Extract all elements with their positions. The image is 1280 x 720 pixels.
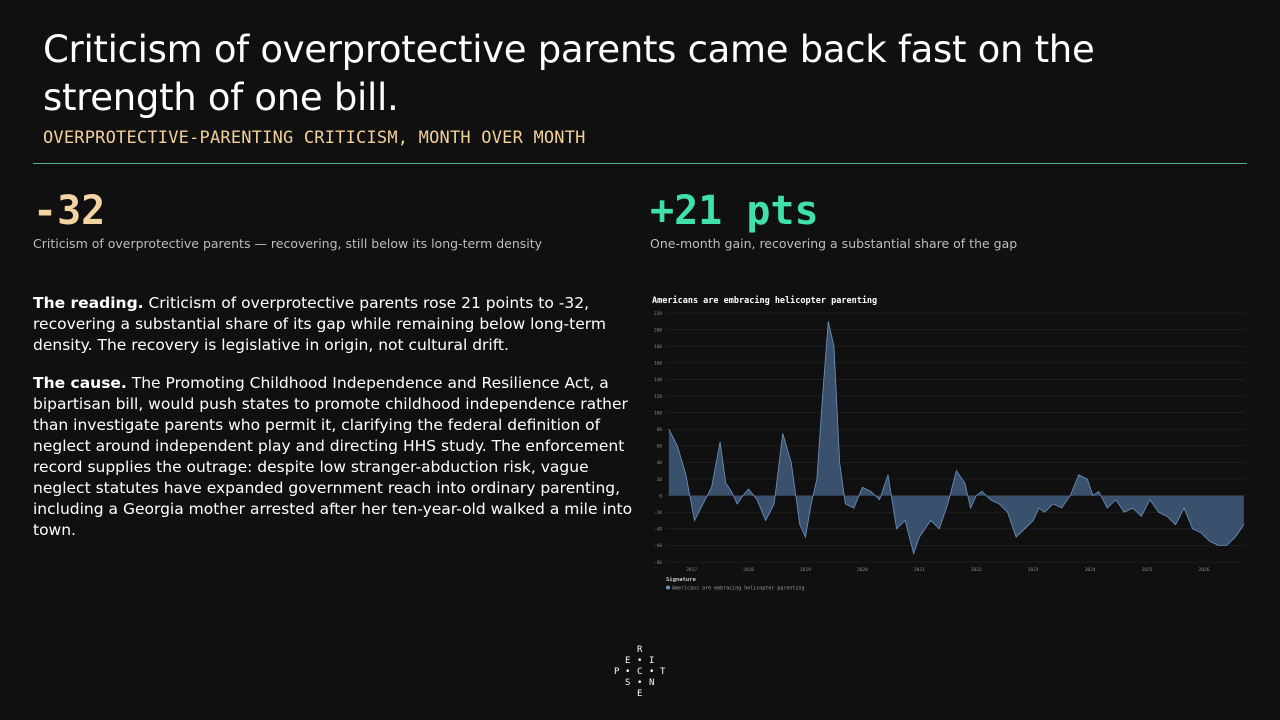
kpi-right-value: +21 pts [650,188,819,234]
y-tick-label: -60 [654,543,662,549]
logo-letter: E [637,689,643,699]
kpi-left-value: -32 [33,188,106,234]
logo-letter: I [649,656,655,666]
logo-letter: E [625,656,631,666]
reading-paragraph: The reading. Criticism of overprotective… [33,293,633,356]
x-tick-label: 2024 [1085,567,1096,573]
x-tick-label: 2026 [1199,567,1210,573]
y-tick-label: 0 [659,493,662,499]
logo-dot: • [649,667,655,677]
cause-heading: The cause. [33,374,127,392]
series-area [668,321,1244,554]
logo-dot: • [637,678,643,688]
brand-logo: R E • I P • C • T S • N E [612,645,668,701]
y-tick-label: 60 [657,444,663,450]
y-tick-label: 140 [654,377,662,383]
page-title: Criticism of overprotective parents came… [43,28,1095,119]
divider-rule [33,163,1247,164]
y-tick-label: -80 [654,560,662,566]
y-tick-label: 120 [654,394,662,400]
y-tick-label: -40 [654,527,662,533]
logo-dot: • [625,667,631,677]
logo-letter: R [637,645,643,655]
y-tick-label: 100 [654,410,662,416]
chart-title: Americans are embracing helicopter paren… [652,295,877,306]
y-tick-label: 180 [654,344,662,350]
x-tick-label: 2020 [857,567,868,573]
x-tick-label: 2025 [1142,567,1153,573]
x-tick-label: 2018 [743,567,754,573]
y-tick-label: 40 [657,460,663,466]
x-tick-label: 2021 [914,567,925,573]
logo-letter: N [649,678,655,688]
x-tick-label: 2022 [971,567,982,573]
y-axis-ticks: 220200180160140120100806040200-20-40-60-… [654,311,662,566]
y-tick-label: 160 [654,361,662,367]
logo-letter: P [614,667,620,677]
logo-dot: • [637,656,643,666]
y-tick-label: 220 [654,311,662,317]
x-tick-label: 2023 [1028,567,1039,573]
logo-letter: C [637,667,643,677]
kpi-right-caption: One-month gain, recovering a substantial… [650,236,1018,251]
x-tick-label: 2017 [686,567,697,573]
logo-letter: S [625,678,631,688]
body-text: The reading. Criticism of overprotective… [33,293,633,558]
cause-text: The Promoting Childhood Independence and… [33,374,633,539]
y-tick-label: 80 [657,427,663,433]
reading-heading: The reading. [33,294,144,312]
legend-swatch [666,585,670,590]
x-axis-ticks: 2017 2018 2019 2020 2021 2022 2023 2024 2025 2026 [686,567,1210,573]
cause-paragraph: The cause. The Promoting Childhood Indep… [33,373,633,541]
y-tick-label: 20 [657,477,663,483]
chart-container: Americans are embracing helicopter paren… [650,290,1250,595]
reading-text: Criticism of overprotective parents rose… [33,294,606,354]
series-line [668,321,1245,556]
legend-entry: Americans are embracing helicopter paren… [672,586,804,592]
y-tick-label: -20 [654,510,662,516]
page-subtitle: OVERPROTECTIVE-PARENTING CRITICISM, MONT… [43,128,586,148]
legend-title: Signature [666,577,696,583]
y-tick-label: 200 [654,327,662,333]
kpi-left-caption: Criticism of overprotective parents — re… [33,236,543,251]
chart-svg: Americans are embracing helicopter paren… [652,295,1245,592]
chart-grid [666,312,1245,563]
chart-series [668,321,1245,556]
x-tick-label: 2019 [800,567,811,573]
logo-letter: T [660,667,666,677]
